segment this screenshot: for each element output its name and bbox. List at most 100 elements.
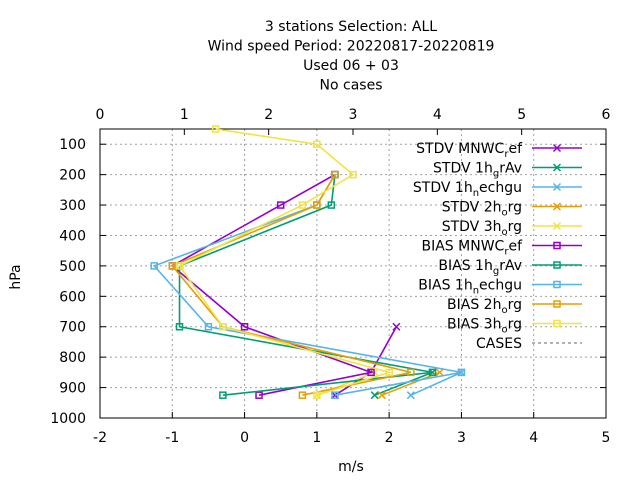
- point-marker: [349, 170, 357, 179]
- y-tick-label: 300: [59, 198, 86, 214]
- legend-label-part: BIAS 1h: [418, 278, 472, 294]
- x2-tick-label: 3: [349, 107, 358, 123]
- y-tick-label: 800: [59, 350, 86, 366]
- point-marker: [211, 125, 220, 133]
- point-marker: [313, 140, 321, 148]
- point-marker: [175, 322, 184, 331]
- legend-label: BIAS 2horg: [447, 297, 522, 316]
- series-lines: [150, 125, 466, 400]
- point-marker: [553, 261, 561, 269]
- x2-tick-label: 2: [264, 107, 273, 123]
- legend-item: BIAS MNWCref: [422, 239, 582, 258]
- y-tick-label: 100: [59, 137, 86, 153]
- series-line: [152, 174, 462, 396]
- series-line: [178, 128, 392, 396]
- point-marker: [219, 322, 227, 331]
- legend-label-part: o: [501, 305, 507, 316]
- point-marker: [552, 182, 562, 192]
- legend-label-part: rg: [508, 200, 522, 216]
- point-marker: [298, 391, 307, 399]
- x-tick-label: 2: [385, 430, 394, 446]
- legend-label: BIAS 3horg: [447, 317, 522, 336]
- x-axis-label: m/s: [338, 459, 364, 475]
- legend-label: BIAS 1hnechgu: [418, 278, 522, 297]
- y-tick-label: 1000: [50, 411, 86, 427]
- point-marker: [552, 202, 562, 211]
- legend-label-part: o: [501, 208, 507, 219]
- point-marker: [553, 280, 561, 289]
- point-marker: [175, 262, 184, 270]
- x-tick-label: 5: [602, 430, 611, 446]
- x-tick-label: 1: [312, 430, 321, 446]
- legend-label-part: r: [504, 149, 509, 160]
- point-marker: [406, 391, 415, 400]
- series-bias-2h-org: [168, 170, 415, 399]
- legend-item: BIAS 2horg: [447, 297, 582, 316]
- legend-label-part: ef: [508, 239, 523, 255]
- x-tick-label: 3: [457, 430, 466, 446]
- series-line: [381, 371, 441, 396]
- point-marker: [240, 322, 249, 331]
- legend-label-part: ef: [508, 141, 523, 157]
- legend-label-part: n: [473, 286, 479, 297]
- point-marker: [552, 221, 562, 231]
- legend-label-part: BIAS MNWC: [422, 239, 505, 255]
- legend-label-part: STDV MNWC: [416, 141, 504, 157]
- point-marker: [392, 322, 401, 331]
- y-tick-label: 600: [59, 289, 86, 305]
- point-marker: [407, 368, 415, 377]
- point-marker: [204, 322, 213, 331]
- legend-item: BIAS 1hnechgu: [418, 278, 582, 297]
- x2-tick-label: 6: [602, 107, 611, 123]
- legend-label-part: STDV 2h: [442, 200, 502, 216]
- legend-label-part: STDV 3h: [442, 219, 502, 235]
- axes: -2 -1 0 1 2 3 4 5 0 1 2 3 4 5 6 100 200 300 400 500 600 700 80…: [50, 107, 610, 446]
- legend-label-part: echgu: [479, 278, 522, 294]
- y-tick-label: 200: [59, 168, 86, 184]
- legend-label: BIAS 1hgrAv: [438, 258, 522, 277]
- legend-label: STDV MNWCref: [416, 141, 523, 160]
- legend-label-part: BIAS 2h: [447, 297, 501, 313]
- title-line: No cases: [320, 78, 383, 94]
- x2-tick-label: 4: [433, 107, 442, 123]
- legend-item: STDV 1hnechgu: [413, 180, 582, 199]
- legend-label-part: STDV 1h: [433, 161, 493, 177]
- x-tick-label: 0: [240, 430, 249, 446]
- x2-tick-label: 5: [517, 107, 526, 123]
- legend-item: BIAS 3horg: [447, 317, 582, 336]
- y-tick-label: 900: [59, 381, 86, 397]
- legend-item: STDV 2horg: [442, 200, 582, 219]
- x-tick-label: 4: [529, 430, 538, 446]
- legend-item: STDV 3horg: [442, 219, 582, 238]
- series-line: [374, 371, 433, 396]
- legend-label-part: o: [501, 227, 507, 238]
- legend-label: STDV 3horg: [442, 219, 522, 238]
- title-line: 3 stations Selection: ALL: [265, 19, 437, 35]
- point-marker: [313, 201, 321, 209]
- series-bias-3h-org: [175, 125, 393, 399]
- legend-label-part: rg: [508, 219, 522, 235]
- point-marker: [552, 163, 562, 172]
- point-marker: [313, 391, 321, 399]
- y-tick-label: 500: [59, 259, 86, 275]
- series-line: [170, 174, 412, 396]
- x2-tick-label: 0: [96, 107, 105, 123]
- x2-tick-label: 1: [180, 107, 189, 123]
- series-line: [170, 173, 375, 396]
- point-marker: [331, 391, 339, 399]
- point-marker: [385, 368, 393, 377]
- legend-label-part: STDV 1h: [413, 180, 473, 196]
- legend-label-part: g: [493, 169, 499, 180]
- point-marker: [298, 201, 307, 209]
- legend-label-part: echgu: [479, 180, 522, 196]
- point-marker: [552, 143, 562, 153]
- point-marker: [457, 368, 466, 377]
- series-bias-1h-grav: [175, 170, 437, 399]
- legend-item: BIAS 1hgrAv: [438, 258, 582, 277]
- y-axis-label: hPa: [8, 264, 24, 289]
- legend-item: STDV 1hgrAv: [433, 161, 582, 180]
- point-marker: [377, 391, 386, 400]
- legend-label: STDV 1hnechgu: [413, 180, 522, 199]
